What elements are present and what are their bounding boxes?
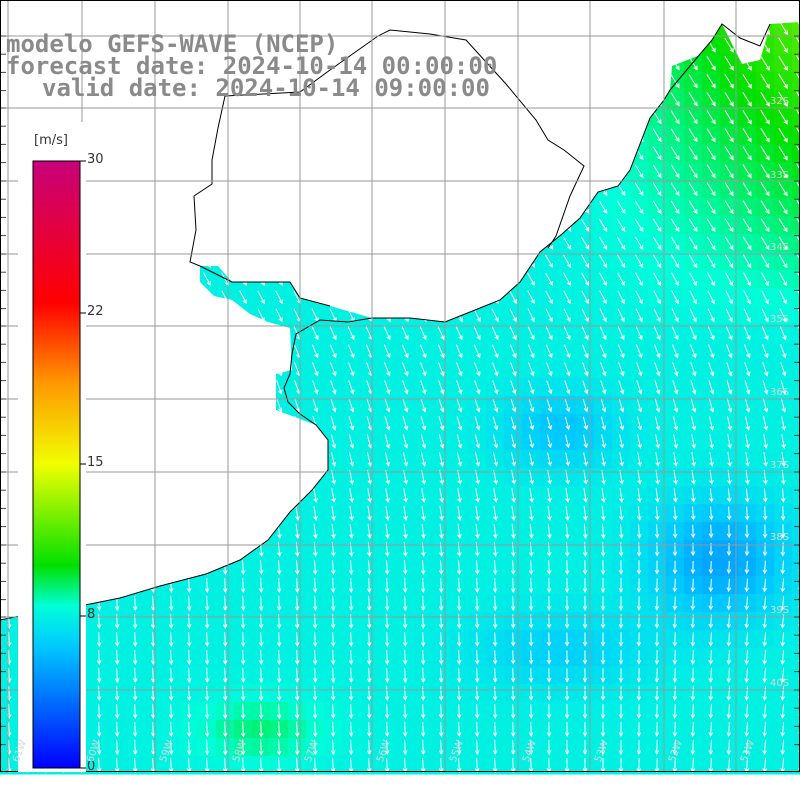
lat-label: 38S — [770, 532, 790, 543]
lat-label: 32S — [770, 96, 790, 107]
wind-arrow — [778, 55, 788, 72]
speed-cell — [792, 738, 800, 757]
speed-cell — [792, 468, 800, 487]
speed-cell — [792, 18, 800, 37]
speed-cell — [792, 144, 800, 163]
speed-cell — [792, 234, 800, 253]
speed-cell — [792, 612, 800, 631]
lat-label: 34S — [770, 242, 790, 253]
lat-label: 37S — [770, 460, 790, 471]
colorbar-unit: [m/s] — [34, 133, 68, 148]
colorbar-tick-label: 8 — [87, 607, 96, 622]
speed-cell — [792, 72, 800, 91]
wind-arrow — [796, 37, 800, 45]
speed-cell — [792, 396, 800, 415]
lat-label: 36S — [770, 387, 790, 398]
wind-arrow — [706, 55, 716, 71]
speed-cell — [792, 720, 800, 739]
speed-cell — [792, 594, 800, 613]
speed-cell — [792, 216, 800, 235]
speed-cell — [792, 486, 800, 505]
colorbar — [18, 122, 86, 772]
speed-cell — [792, 378, 800, 397]
speed-cell — [792, 306, 800, 325]
speed-cell — [792, 324, 800, 343]
speed-cell — [792, 252, 800, 271]
speed-cell — [792, 162, 800, 181]
speed-cell — [792, 756, 800, 775]
speed-cell — [792, 54, 800, 73]
lat-label: 40S — [770, 678, 790, 689]
colorbar-tick-label: 30 — [87, 152, 104, 167]
speed-cell — [792, 666, 800, 685]
lat-label: 33S — [770, 170, 790, 181]
speed-cell — [792, 432, 800, 451]
speed-cell — [792, 540, 800, 559]
wind-arrow — [760, 55, 770, 71]
speed-cell — [792, 288, 800, 307]
speed-cell — [792, 342, 800, 361]
colorbar-gradient — [32, 160, 81, 769]
speed-cell — [792, 450, 800, 469]
speed-cell — [792, 270, 800, 289]
speed-cell — [792, 180, 800, 199]
speed-cell — [792, 504, 800, 523]
speed-cell — [792, 630, 800, 649]
speed-cell — [792, 702, 800, 721]
speed-cell — [792, 36, 800, 55]
speed-cell — [792, 522, 800, 541]
lat-label: 35S — [770, 314, 790, 325]
speed-cell — [792, 648, 800, 667]
valid-date: valid date: 2024-10-14 09:00:00 — [42, 74, 490, 102]
wind-arrow — [724, 37, 734, 53]
speed-cell — [792, 414, 800, 433]
lat-label: 39S — [770, 605, 790, 616]
colorbar-tick-label: 15 — [87, 455, 104, 470]
speed-cell — [792, 684, 800, 703]
wind-arrow — [796, 55, 800, 63]
speed-cell — [792, 576, 800, 595]
speed-cell — [792, 126, 800, 145]
speed-cell — [792, 360, 800, 379]
colorbar-tick-label: 22 — [87, 304, 104, 319]
wind-arrow — [778, 37, 788, 54]
speed-cell — [792, 90, 800, 109]
wind-arrow — [724, 55, 734, 71]
speed-cell — [792, 198, 800, 217]
speed-cell — [792, 108, 800, 127]
speed-cell — [792, 558, 800, 577]
